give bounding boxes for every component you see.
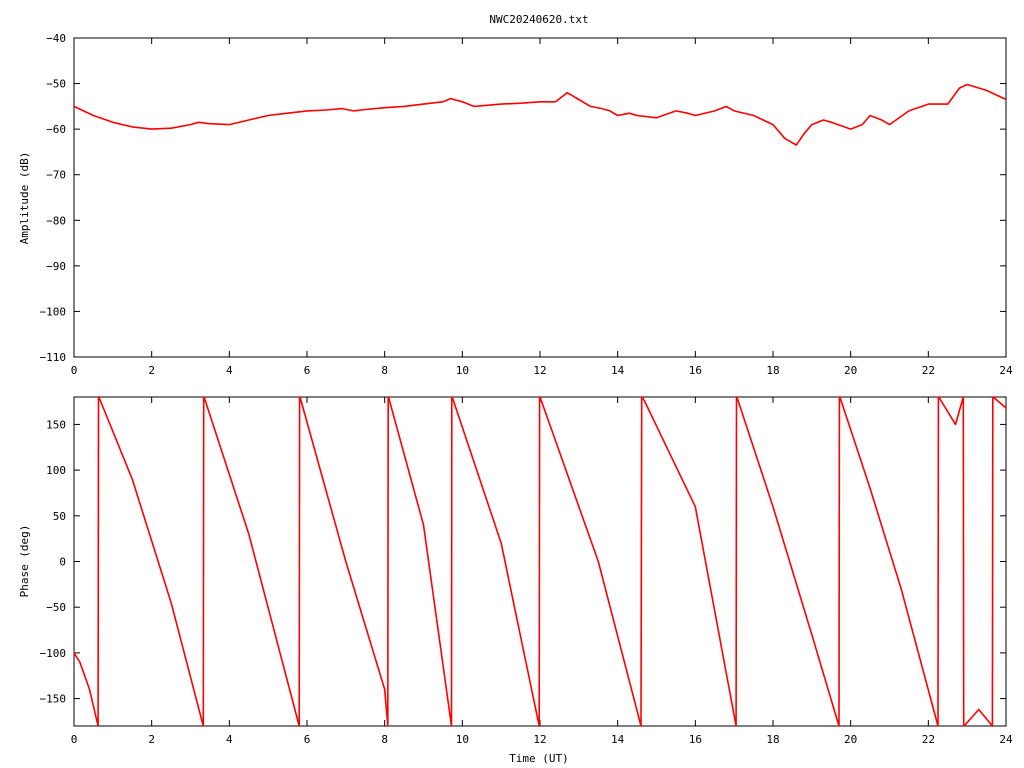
amplitude-x-tick-label: 4 (226, 364, 233, 377)
amplitude-y-tick-label: −40 (46, 32, 66, 45)
amplitude-y-tick-label: −100 (40, 305, 67, 318)
amplitude-y-tick-label: −60 (46, 123, 66, 136)
phase-x-tick-label: 2 (148, 733, 155, 746)
amplitude-x-tick-label: 6 (304, 364, 311, 377)
amplitude-y-axis-label: Amplitude (dB) (18, 152, 31, 245)
phase-y-tick-label: 50 (53, 510, 66, 523)
phase-y-tick-label: 100 (46, 464, 66, 477)
phase-x-tick-label: 8 (381, 733, 388, 746)
amplitude-panel: Amplitude (dB) 0 2 4 6 8 10 12 14 16 18 20 22 24−40−… (18, 32, 1013, 377)
amplitude-y-tick-label: −90 (46, 260, 66, 273)
amplitude-y-tick-label: −50 (46, 78, 66, 91)
chart-title: NWC20240620.txt (489, 13, 588, 26)
amplitude-x-tick-label: 22 (922, 364, 935, 377)
amplitude-y-tick-label: −110 (40, 351, 67, 364)
phase-x-axis-label: Time (UT) (509, 752, 569, 765)
phase-x-tick-label: 10 (456, 733, 469, 746)
phase-y-tick-label: 150 (46, 418, 66, 431)
phase-x-tick-label: 12 (533, 733, 546, 746)
phase-y-tick-label: 0 (59, 556, 66, 569)
phase-x-tick-label: 24 (999, 733, 1013, 746)
amplitude-x-tick-label: 24 (999, 364, 1013, 377)
amplitude-y-tick-label: −80 (46, 214, 66, 227)
amplitude-x-tick-label: 14 (611, 364, 625, 377)
phase-series-line (73, 396, 1007, 727)
phase-x-tick-label: 18 (766, 733, 779, 746)
amplitude-series-line (73, 83, 1007, 146)
amplitude-x-tick-label: 8 (381, 364, 388, 377)
amplitude-x-tick-label: 10 (456, 364, 469, 377)
amplitude-x-tick-label: 18 (766, 364, 779, 377)
amplitude-x-tick-label: 20 (844, 364, 857, 377)
amplitude-plot-frame (73, 37, 1007, 358)
phase-panel: Phase (deg) Time (UT) 0 2 4 6 8 10 12 14 16 18 20 2… (18, 396, 1013, 765)
phase-x-tick-label: 4 (226, 733, 233, 746)
phase-y-tick-label: −100 (40, 647, 67, 660)
phase-x-tick-label: 20 (844, 733, 857, 746)
amplitude-y-tick-label: −70 (46, 169, 66, 182)
phase-y-tick-label: −150 (40, 693, 67, 706)
amplitude-x-tick-label: 12 (533, 364, 546, 377)
phase-y-tick-label: −50 (46, 601, 66, 614)
phase-x-tick-label: 0 (71, 733, 78, 746)
amplitude-x-tick-label: 2 (148, 364, 155, 377)
phase-x-tick-label: 22 (922, 733, 935, 746)
phase-x-tick-label: 14 (611, 733, 625, 746)
amplitude-x-tick-label: 16 (689, 364, 702, 377)
phase-y-axis-label: Phase (deg) (18, 525, 31, 598)
phase-x-tick-label: 6 (304, 733, 311, 746)
amplitude-x-tick-label: 0 (71, 364, 78, 377)
phase-x-tick-label: 16 (689, 733, 702, 746)
